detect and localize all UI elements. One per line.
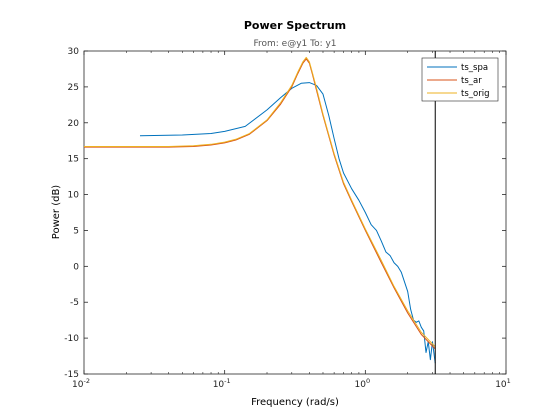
x-tick-label: 101 <box>495 377 511 390</box>
x-axis-label: Frequency (rad/s) <box>251 397 339 408</box>
legend-label-ts-ar: ts_ar <box>461 76 482 86</box>
legend: ts_spa ts_ar ts_orig <box>421 57 499 102</box>
y-tick-label: -15 <box>64 370 79 380</box>
y-tick-label: 20 <box>68 119 80 129</box>
series-line-ts-orig <box>84 56 436 348</box>
series-line-ts-spa <box>139 82 436 364</box>
y-axis-label: Power (dB) <box>51 185 62 240</box>
y-tick-label: 15 <box>68 155 79 165</box>
x-tick-label: 10-1 <box>213 377 231 390</box>
series-layer <box>84 56 436 364</box>
legend-label-ts-orig: ts_orig <box>461 89 489 99</box>
chart-title: Power Spectrum <box>244 19 346 32</box>
ticks-layer: -15 -10 -5 0 5 10 15 20 25 30 10-2 10-1 100 101 <box>64 47 511 390</box>
y-tick-label: 10 <box>68 191 80 201</box>
y-tick-label: 5 <box>73 226 79 236</box>
legend-label-ts-spa: ts_spa <box>461 63 488 73</box>
y-tick-label: 0 <box>73 262 79 272</box>
y-tick-label: -10 <box>64 334 79 344</box>
y-tick-label: 25 <box>68 83 79 93</box>
x-tick-label: 100 <box>355 377 371 390</box>
chart-subtitle: From: e@y1 To: y1 <box>253 39 336 49</box>
y-tick-label: -5 <box>70 298 79 308</box>
y-tick-label: 30 <box>68 47 80 57</box>
x-tick-label: 10-2 <box>72 377 90 390</box>
series-line-ts-ar <box>84 58 436 350</box>
